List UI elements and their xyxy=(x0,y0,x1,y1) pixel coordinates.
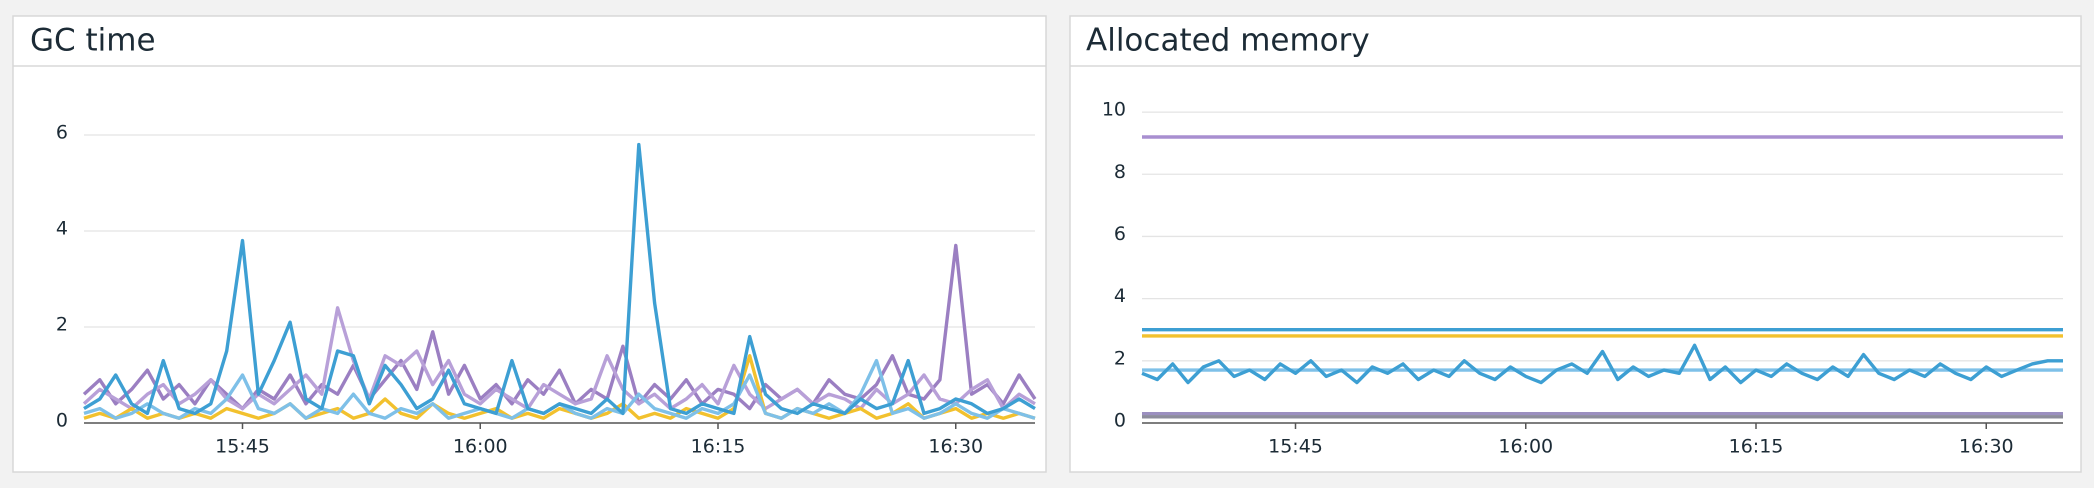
panel xyxy=(1069,15,2082,473)
y-tick-label: 4 xyxy=(56,218,68,240)
x-tick-label: 16:00 xyxy=(453,436,508,458)
x-tick-label: 15:45 xyxy=(1268,436,1323,458)
series-line xyxy=(83,354,1036,420)
x-tick-label: 16:00 xyxy=(1498,436,1553,458)
y-tick-label: 0 xyxy=(1114,410,1126,432)
y-tick-label: 2 xyxy=(1114,347,1126,369)
panel xyxy=(12,15,1047,473)
x-tick-label: 16:30 xyxy=(928,436,983,458)
x-tick-label: 16:15 xyxy=(1729,436,1784,458)
y-tick-label: 4 xyxy=(1114,285,1126,307)
x-tick-label: 15:45 xyxy=(215,436,270,458)
x-tick-label: 16:15 xyxy=(691,436,746,458)
y-tick-label: 0 xyxy=(56,410,68,432)
panel-title[interactable]: GC time xyxy=(30,23,156,59)
series-line xyxy=(83,142,1036,416)
panel-title[interactable]: Allocated memory xyxy=(1086,23,1370,59)
series-line xyxy=(1141,343,2063,385)
y-tick-label: 8 xyxy=(1114,161,1126,183)
y-tick-label: 2 xyxy=(56,314,68,336)
y-tick-label: 6 xyxy=(56,122,68,144)
series-line xyxy=(82,306,1036,411)
y-tick-label: 10 xyxy=(1102,99,1126,121)
y-tick-label: 6 xyxy=(1114,223,1126,245)
x-tick-label: 16:30 xyxy=(1959,436,2014,458)
